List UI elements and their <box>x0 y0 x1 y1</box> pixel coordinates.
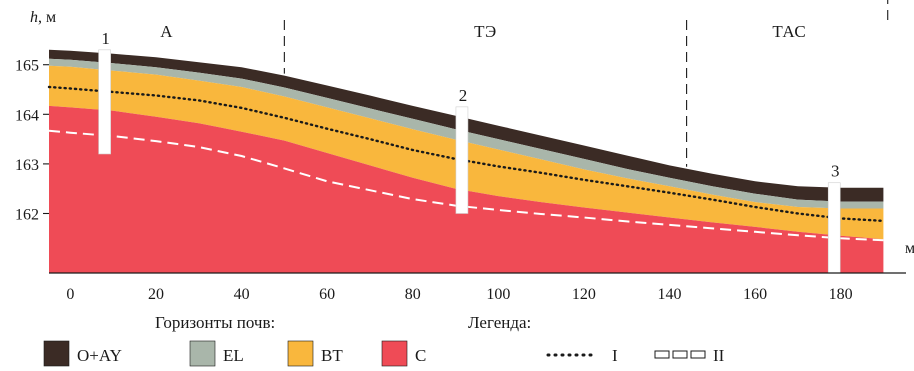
soil-wells: 1 2 3 <box>98 29 841 274</box>
legend-label-el: EL <box>223 346 244 365</box>
zone-label-0: А <box>160 22 173 41</box>
well-label-1: 1 <box>101 29 110 48</box>
y-tick-label-163: 163 <box>15 157 39 174</box>
zone-labels: А ТЭ ТАС <box>160 22 806 41</box>
y-axis-var: h <box>30 9 38 26</box>
x-tick-label-80: 80 <box>405 286 421 303</box>
zone-label-2: ТАС <box>772 22 806 41</box>
legend-line-i-label: I <box>612 346 618 365</box>
svg-text:h, м: h, м <box>30 9 56 26</box>
zone-label-1: ТЭ <box>474 22 497 41</box>
axes: 0 20 40 60 80 100 120 140 160 180 162 163 164 165 <box>15 58 906 303</box>
legend-label-oay: O+AY <box>77 346 122 365</box>
y-tick-label-165: 165 <box>15 58 39 75</box>
legend: Горизонты почв: Легенда: O+AY EL BT C I II <box>43 313 725 367</box>
x-tick-label-60: 60 <box>319 286 335 303</box>
well-label-2: 2 <box>459 86 468 105</box>
legend-lines-title: Легенда: <box>468 313 531 332</box>
x-tick-label-20: 20 <box>148 286 164 303</box>
y-tick-label-164: 164 <box>15 107 39 124</box>
boundary-line-ii <box>48 129 884 242</box>
well-label-3: 3 <box>831 162 840 181</box>
legend-label-bt: BT <box>321 346 343 365</box>
horizon-area-c <box>49 105 884 274</box>
well-3 <box>827 182 841 274</box>
legend-dash-2 <box>690 350 706 359</box>
y-axis-label: h, м <box>30 9 56 26</box>
legend-swatch-c <box>381 340 408 367</box>
legend-line-ii-label: II <box>713 346 725 365</box>
y-tick-label-162: 162 <box>15 206 39 223</box>
legend-swatch-bt <box>287 340 314 367</box>
x-tick-label-40: 40 <box>234 286 250 303</box>
x-tick-label-140: 140 <box>657 286 681 303</box>
well-1 <box>98 49 111 155</box>
well-2 <box>455 106 469 214</box>
legend-line-ii-sample <box>654 350 706 359</box>
legend-swatch-oay <box>43 340 70 367</box>
x-tick-label-160: 160 <box>743 286 767 303</box>
x-axis-unit-label: м <box>905 240 914 257</box>
legend-label-c: C <box>415 346 426 365</box>
legend-dash-1 <box>672 350 688 359</box>
legend-horizons-title: Горизонты почв: <box>155 313 275 332</box>
legend-horizon-swatches: O+AY EL BT C <box>43 340 426 367</box>
y-axis-ticks: 162 163 164 165 <box>15 58 49 223</box>
legend-line-items: I II <box>546 346 725 365</box>
x-tick-label-0: 0 <box>66 286 74 303</box>
legend-dash-0 <box>654 350 670 359</box>
x-tick-label-180: 180 <box>829 286 853 303</box>
legend-swatch-el <box>189 340 216 367</box>
boundary-line-i <box>47 85 885 223</box>
y-axis-unit: , м <box>38 9 56 26</box>
zone-dividers <box>283 0 889 167</box>
x-axis-ticks: 0 20 40 60 80 100 120 140 160 180 <box>66 286 852 303</box>
x-tick-label-100: 100 <box>486 286 510 303</box>
x-tick-label-120: 120 <box>572 286 596 303</box>
boundary-lines <box>47 85 885 242</box>
